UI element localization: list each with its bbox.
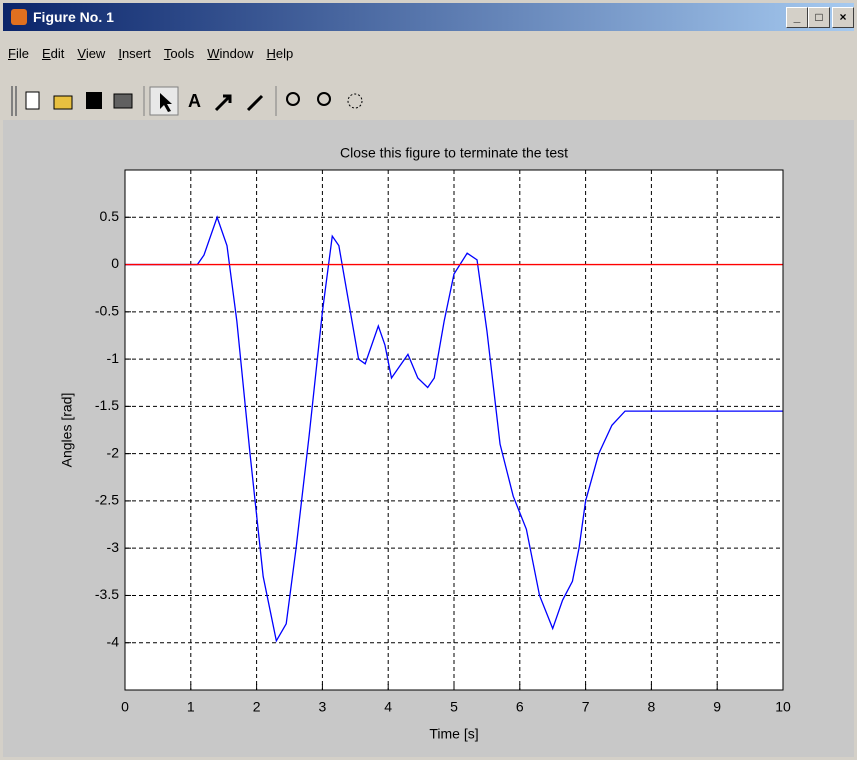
x-tick-label: 5 xyxy=(450,699,458,715)
close-button[interactable]: × xyxy=(832,7,854,28)
new-icon[interactable] xyxy=(25,91,40,110)
x-tick-label: 1 xyxy=(187,699,195,715)
x-tick-label: 6 xyxy=(516,699,524,715)
rotate[interactable] xyxy=(347,93,363,109)
x-tick-label: 7 xyxy=(582,699,590,715)
y-tick-label: -1.5 xyxy=(95,397,119,413)
x-tick-label: 9 xyxy=(713,699,721,715)
window-title: Figure No. 1 xyxy=(33,9,114,25)
print-icon[interactable] xyxy=(113,93,133,109)
zoom-out[interactable] xyxy=(317,92,331,106)
axes-box xyxy=(124,169,784,691)
save-icon[interactable] xyxy=(86,92,102,109)
data-line xyxy=(125,215,783,643)
minimize-button[interactable]: _ xyxy=(786,7,808,28)
y-tick-label: 0 xyxy=(111,255,119,271)
arrow-tool[interactable] xyxy=(214,94,232,112)
y-tick-label: -3.5 xyxy=(95,586,119,602)
y-tick-label: -2 xyxy=(107,444,120,460)
select-tool[interactable] xyxy=(149,86,179,116)
menu-item[interactable]: Edit xyxy=(41,46,65,61)
x-tick-label: 3 xyxy=(319,699,327,715)
x-tick-label: 2 xyxy=(253,699,261,715)
menu-item[interactable]: View xyxy=(77,46,106,61)
y-tick-label: 0.5 xyxy=(100,208,120,224)
zoom-in[interactable] xyxy=(286,92,300,106)
x-tick-label: 4 xyxy=(384,699,392,715)
y-tick-label: -2.5 xyxy=(95,492,119,508)
menu-item[interactable]: Insert xyxy=(118,46,151,61)
x-tick-label: 8 xyxy=(648,699,656,715)
menu-item[interactable]: File xyxy=(8,46,29,61)
open-icon[interactable] xyxy=(53,95,73,110)
y-tick-label: -4 xyxy=(107,633,120,649)
title-bar: Figure No. 1 _ □ × xyxy=(3,3,854,31)
app-icon xyxy=(11,9,27,25)
y-tick-label: -0.5 xyxy=(95,303,119,319)
x-tick-label: 0 xyxy=(121,699,129,715)
menu-bar: File Edit View Insert Tools Window Help xyxy=(8,46,306,61)
maximize-button[interactable]: □ xyxy=(808,7,830,28)
chart-title: Close this figure to terminate the test xyxy=(340,145,568,161)
line-tool[interactable] xyxy=(246,94,264,112)
menu-item[interactable]: Tools xyxy=(163,46,195,61)
y-axis-label: Angles [rad] xyxy=(59,393,75,468)
text-tool[interactable]: A xyxy=(188,91,201,111)
menu-item[interactable]: Help xyxy=(266,46,294,61)
menu-item[interactable]: Window xyxy=(207,46,254,61)
y-tick-label: -3 xyxy=(107,539,120,555)
x-axis-label: Time [s] xyxy=(429,726,478,742)
toolbar: A xyxy=(11,86,363,116)
x-tick-label: 10 xyxy=(775,699,791,715)
y-tick-label: -1 xyxy=(107,350,120,366)
